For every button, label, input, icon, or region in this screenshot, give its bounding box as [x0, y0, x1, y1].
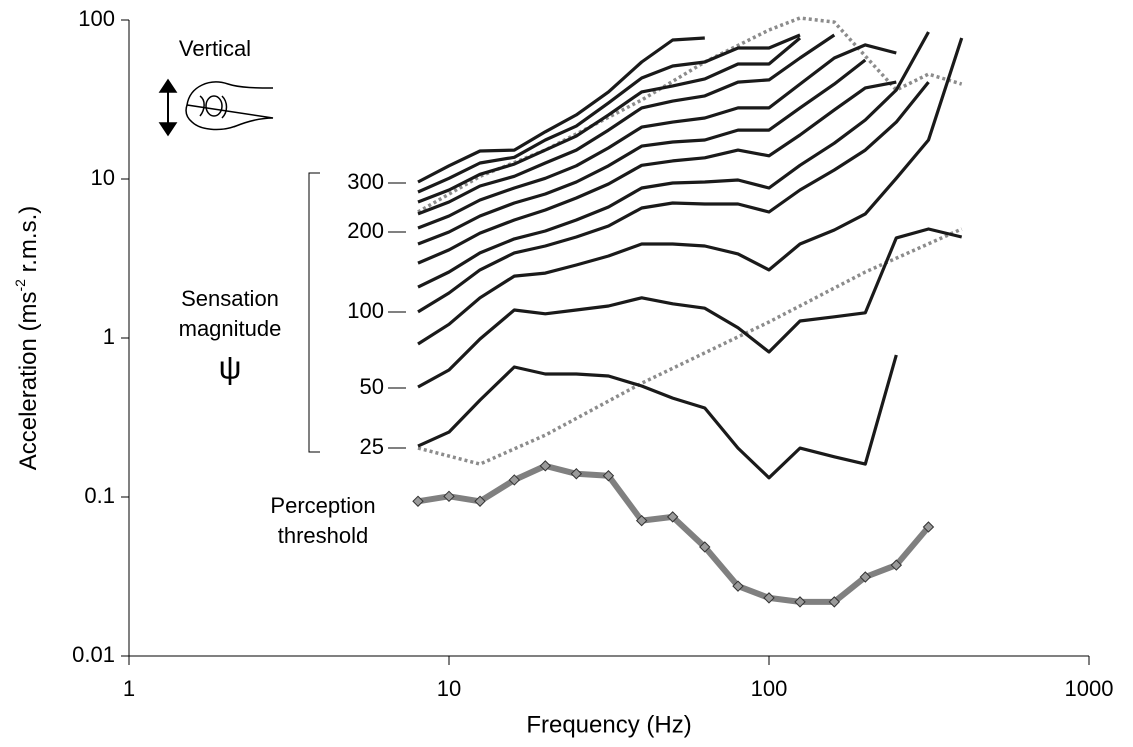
series-line: [417, 43, 897, 230]
plot-area: [412, 16, 964, 608]
point-marker: [635, 514, 648, 527]
magnitude-label: 200: [347, 218, 384, 243]
x-tick-label: 100: [751, 676, 788, 701]
point-marker: [666, 511, 679, 523]
annotation: ψ: [219, 349, 242, 385]
series-line: [417, 36, 705, 184]
series-line: [417, 354, 898, 480]
x-tick-label: 1000: [1065, 676, 1114, 701]
magnitude-label: 300: [347, 169, 384, 194]
series-line: [417, 81, 930, 314]
y-tick-label: 10: [91, 165, 115, 190]
point-marker: [732, 580, 744, 592]
point-marker: [922, 521, 935, 533]
series-line: [417, 462, 931, 605]
point-marker: [699, 541, 711, 553]
series-line: [417, 227, 963, 466]
series-line: [417, 33, 801, 194]
magnitude-label: 25: [360, 434, 384, 459]
annotation: Perception: [270, 493, 375, 518]
annotation: Vertical: [179, 36, 251, 61]
point-marker: [443, 490, 455, 503]
series-line: [417, 37, 964, 346]
point-marker: [763, 592, 775, 604]
point-marker: [859, 571, 872, 583]
magnitude-label: 50: [360, 374, 384, 399]
point-marker: [539, 460, 552, 472]
y-label-part: Acceleration (ms: [15, 292, 42, 471]
y-axis-label: Acceleration (ms-2 r.m.s.): [12, 206, 43, 471]
annotation: threshold: [278, 523, 369, 548]
point-marker: [474, 495, 486, 507]
point-marker: [890, 559, 903, 571]
point-marker: [828, 596, 841, 608]
y-label-sup: -2: [12, 279, 28, 292]
y-tick-label: 0.1: [84, 483, 115, 508]
y-tick-label: 100: [78, 6, 115, 31]
series-line: [417, 31, 930, 289]
x-tick-label: 1: [123, 676, 135, 701]
x-tick-label: 10: [437, 676, 461, 701]
magnitude-label: 100: [347, 298, 384, 323]
y-label-part: r.m.s.): [15, 206, 42, 279]
series-line: [417, 36, 802, 204]
x-axis-label: Frequency (Hz): [526, 711, 691, 738]
point-marker: [508, 474, 521, 486]
hand-icon: [158, 78, 274, 137]
series-line: [417, 58, 867, 246]
y-tick-label: 1: [103, 324, 115, 349]
point-marker: [412, 495, 424, 507]
y-tick-label: 0.01: [72, 642, 115, 667]
point-marker: [794, 596, 806, 608]
series-line: [417, 227, 963, 389]
point-marker: [570, 468, 583, 480]
annotation: Sensation: [181, 286, 279, 311]
annotation: magnitude: [179, 316, 282, 341]
point-marker: [602, 470, 615, 482]
series-line: [417, 80, 897, 265]
bracket: [308, 172, 320, 453]
series-line: [417, 33, 836, 216]
